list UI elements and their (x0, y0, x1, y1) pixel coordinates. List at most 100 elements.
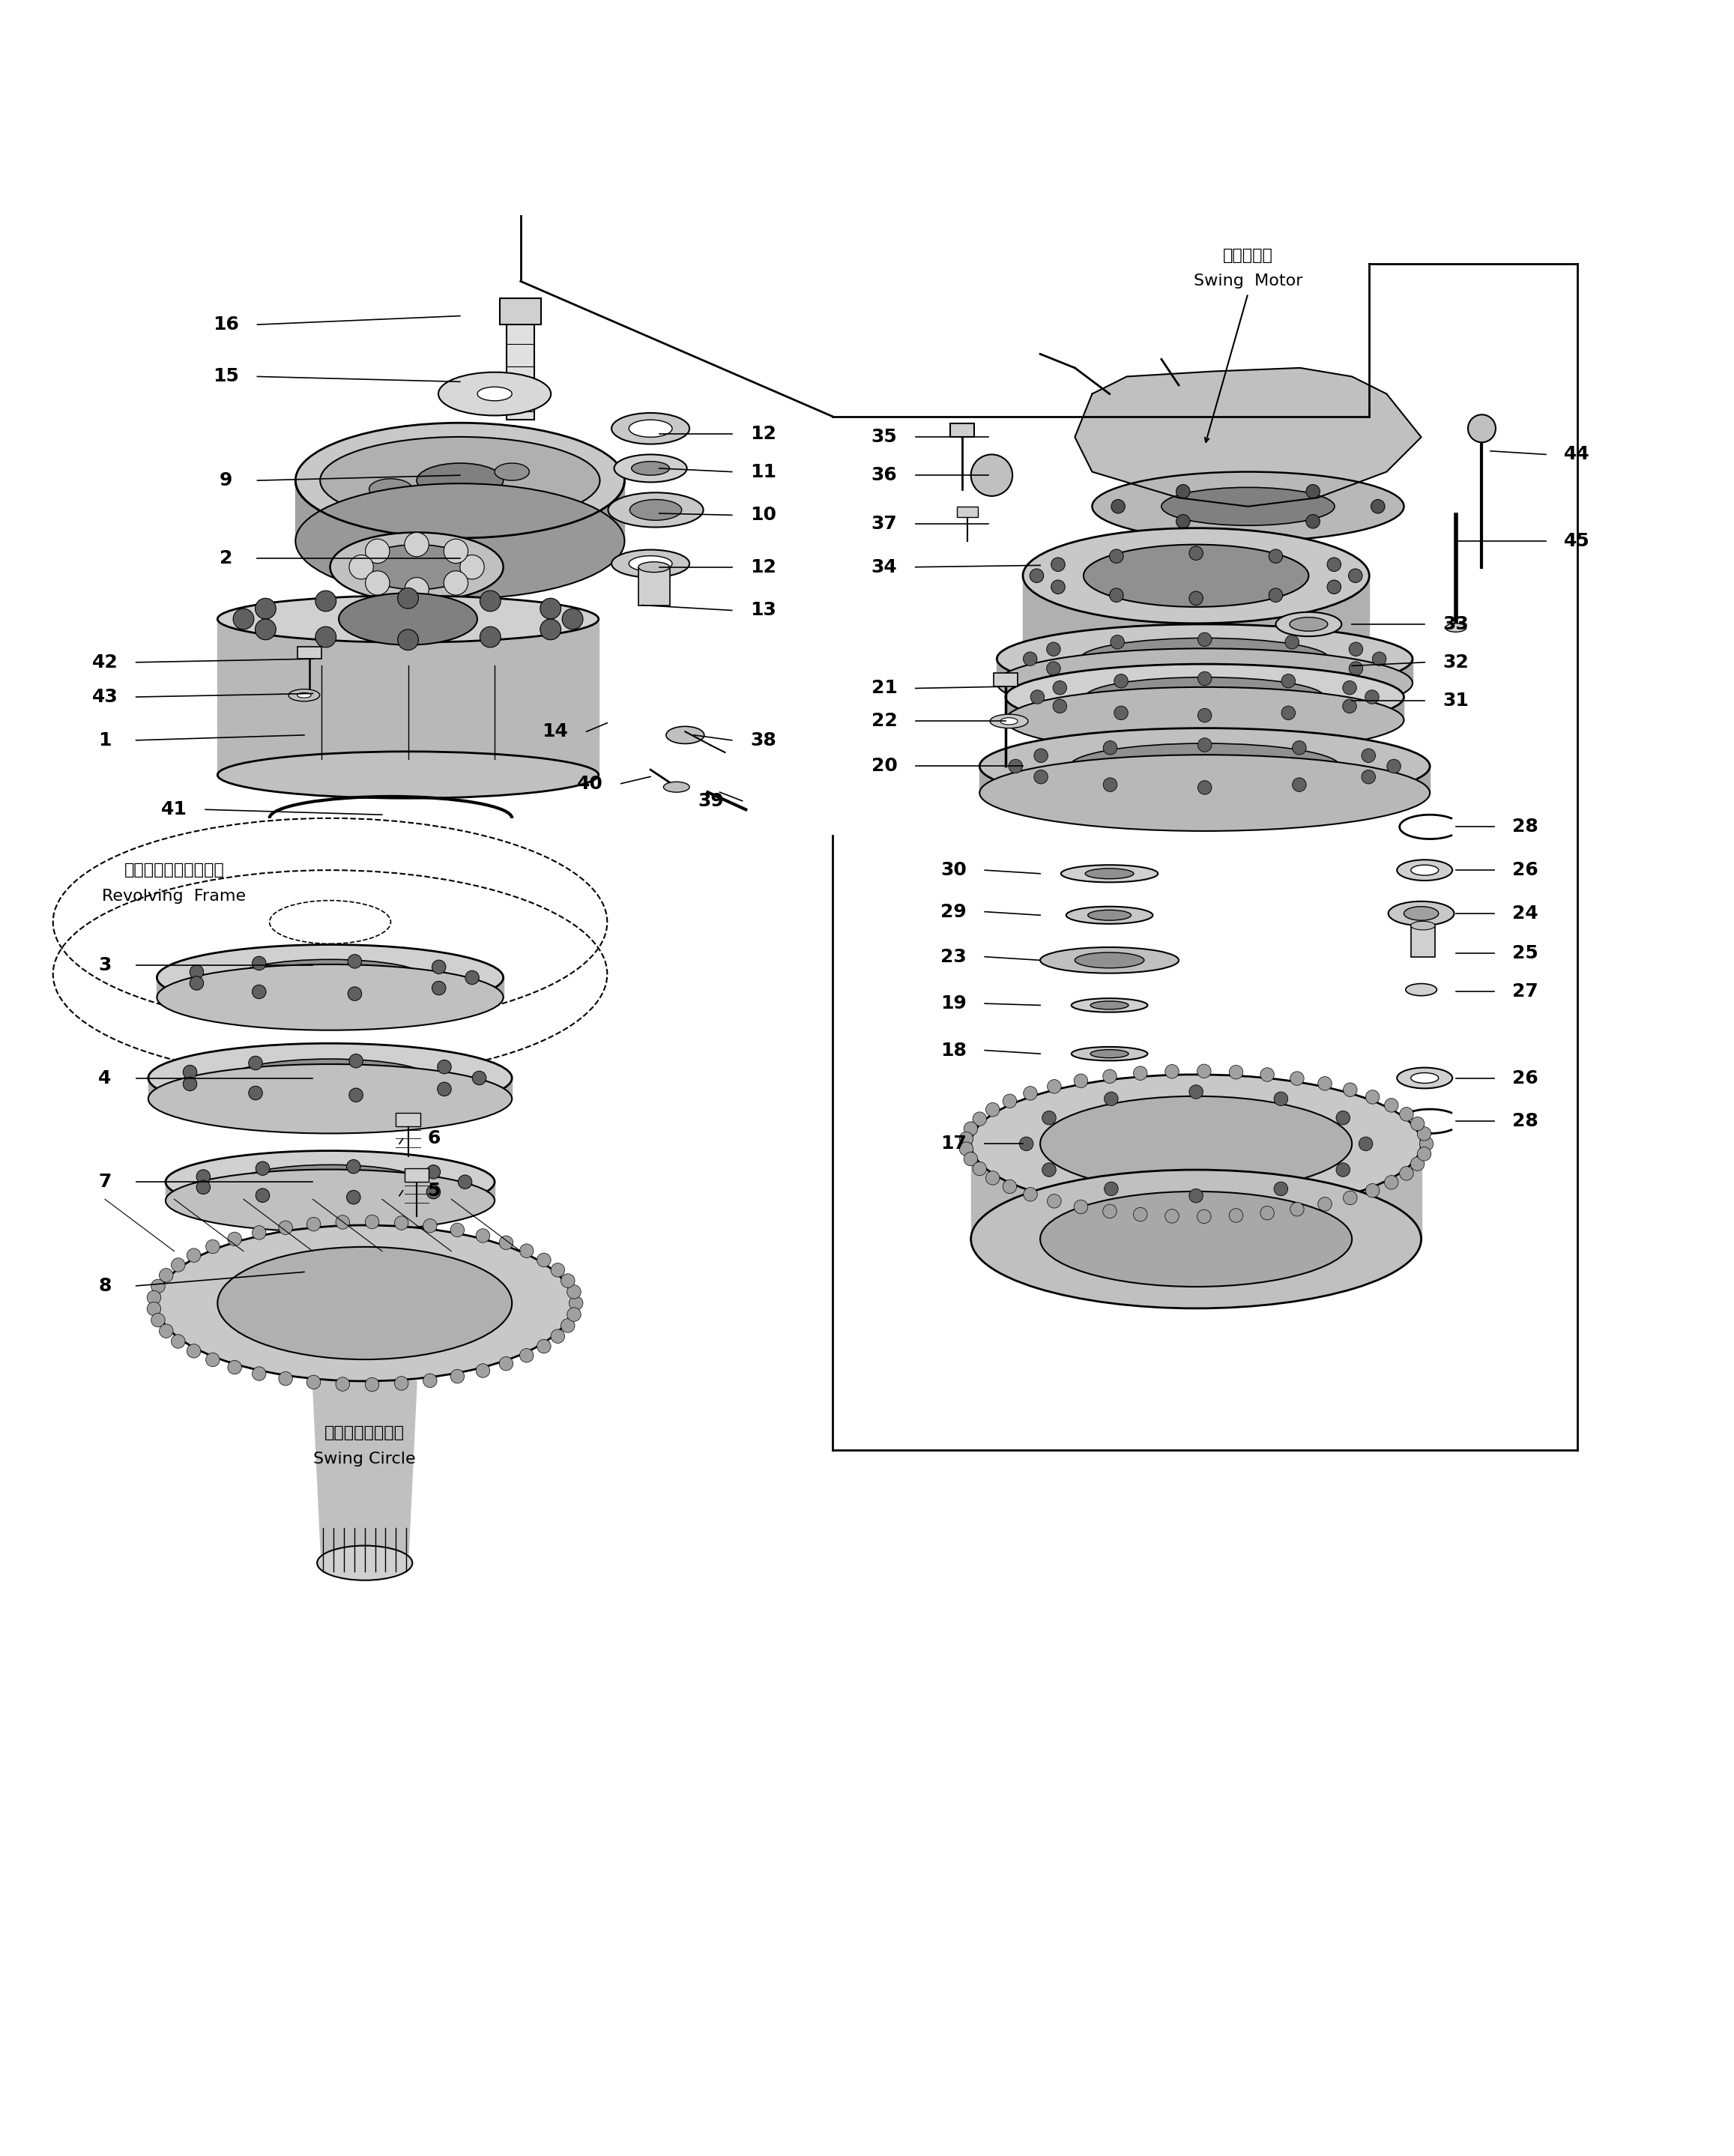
Circle shape (1292, 742, 1306, 755)
Circle shape (1198, 737, 1212, 752)
Text: 27: 27 (1512, 983, 1538, 1000)
Polygon shape (312, 1382, 416, 1563)
Ellipse shape (231, 1059, 430, 1097)
Circle shape (458, 1175, 472, 1188)
Circle shape (196, 1171, 210, 1184)
Circle shape (1020, 1136, 1033, 1151)
Circle shape (551, 1330, 565, 1343)
Ellipse shape (980, 729, 1431, 804)
Circle shape (160, 1324, 173, 1339)
Circle shape (1042, 1110, 1056, 1125)
Ellipse shape (1091, 1000, 1129, 1009)
Circle shape (1410, 1158, 1424, 1171)
Circle shape (1372, 651, 1385, 666)
Circle shape (1281, 675, 1295, 688)
Ellipse shape (439, 373, 551, 416)
Ellipse shape (494, 464, 529, 481)
Circle shape (1469, 414, 1496, 442)
Text: 39: 39 (699, 791, 725, 811)
Circle shape (1366, 1091, 1380, 1104)
Circle shape (1399, 1166, 1413, 1179)
Ellipse shape (1070, 744, 1340, 789)
Text: 11: 11 (751, 464, 777, 481)
Circle shape (567, 1285, 581, 1298)
Bar (506, 326, 534, 420)
Ellipse shape (1092, 472, 1405, 541)
Text: Swing  Motor: Swing Motor (1193, 274, 1302, 289)
Circle shape (1410, 1117, 1424, 1130)
Text: 6: 6 (428, 1130, 440, 1147)
Circle shape (1073, 1074, 1087, 1089)
Circle shape (1002, 1179, 1016, 1194)
Circle shape (1281, 705, 1295, 720)
Circle shape (1110, 589, 1124, 602)
Ellipse shape (239, 1164, 421, 1199)
Text: 44: 44 (1564, 446, 1590, 464)
Circle shape (1190, 1188, 1203, 1203)
Circle shape (1417, 1147, 1431, 1160)
Bar (1411, 925, 1436, 957)
Circle shape (472, 1072, 486, 1084)
Circle shape (1103, 778, 1117, 791)
Circle shape (959, 1132, 973, 1145)
Text: 22: 22 (870, 711, 896, 731)
Circle shape (316, 591, 336, 612)
Circle shape (1103, 1069, 1117, 1082)
Circle shape (1176, 485, 1190, 498)
Ellipse shape (1061, 865, 1158, 882)
Circle shape (160, 1268, 173, 1283)
Text: 20: 20 (870, 757, 898, 776)
Circle shape (451, 1369, 465, 1384)
Circle shape (465, 970, 479, 985)
Circle shape (1285, 636, 1299, 649)
Circle shape (1047, 642, 1061, 655)
Circle shape (279, 1371, 293, 1386)
Text: 24: 24 (1512, 906, 1538, 923)
Circle shape (147, 1291, 161, 1304)
Text: レボルビングフレーム: レボルビングフレーム (125, 862, 224, 877)
Circle shape (251, 1227, 265, 1240)
Circle shape (366, 1214, 380, 1229)
Circle shape (349, 987, 362, 1000)
Circle shape (1349, 662, 1363, 675)
Ellipse shape (295, 483, 624, 599)
Circle shape (187, 1248, 201, 1261)
Text: 12: 12 (751, 558, 777, 576)
Circle shape (227, 1360, 241, 1373)
Bar (404, 1169, 428, 1181)
Bar (499, 298, 541, 326)
Text: 23: 23 (940, 949, 966, 966)
Ellipse shape (1389, 901, 1455, 925)
Ellipse shape (369, 479, 413, 500)
Circle shape (206, 1240, 220, 1253)
Text: 31: 31 (1443, 692, 1469, 709)
Circle shape (255, 1162, 269, 1175)
Circle shape (172, 1335, 186, 1348)
Circle shape (569, 1296, 583, 1311)
Circle shape (1002, 1093, 1016, 1108)
Ellipse shape (1290, 617, 1328, 632)
Ellipse shape (1066, 906, 1153, 925)
Circle shape (432, 959, 446, 975)
Circle shape (1009, 759, 1023, 774)
Circle shape (1176, 515, 1190, 528)
Circle shape (187, 1343, 201, 1358)
Circle shape (316, 627, 336, 647)
Circle shape (1165, 1210, 1179, 1222)
Ellipse shape (217, 752, 598, 798)
Circle shape (1047, 1194, 1061, 1207)
Circle shape (251, 957, 265, 970)
Circle shape (423, 1218, 437, 1233)
Ellipse shape (217, 595, 598, 642)
Ellipse shape (609, 492, 704, 528)
Circle shape (151, 1313, 165, 1326)
Circle shape (1053, 699, 1066, 714)
Circle shape (1110, 636, 1124, 649)
Ellipse shape (1072, 1048, 1148, 1061)
Polygon shape (1075, 369, 1422, 507)
Circle shape (480, 627, 501, 647)
Circle shape (232, 608, 253, 630)
Text: 28: 28 (1512, 1112, 1538, 1130)
Ellipse shape (612, 550, 690, 578)
Circle shape (1349, 642, 1363, 655)
